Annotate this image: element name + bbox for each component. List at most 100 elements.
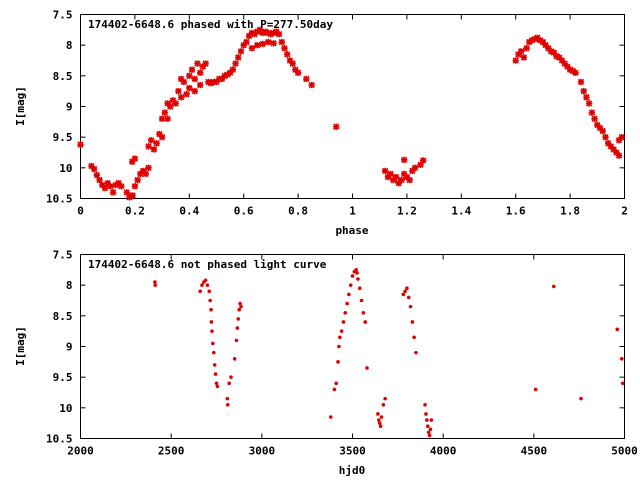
data-point	[213, 78, 220, 86]
data-point	[613, 149, 620, 156]
y-tick-label: 9	[66, 101, 73, 114]
data-point	[406, 176, 413, 184]
phased-chart-title: 174402-6648.6 phased with P=277.50day	[88, 18, 333, 31]
data-point	[196, 81, 204, 89]
data-point	[264, 29, 272, 37]
data-point	[209, 320, 214, 324]
data-point	[337, 344, 341, 349]
x-tick-label: 0	[77, 205, 84, 218]
y-tick-label: 8.5	[53, 310, 73, 323]
data-point	[355, 271, 359, 275]
data-point	[212, 363, 217, 367]
data-point	[202, 60, 209, 67]
y-tick-label: 7.5	[53, 249, 73, 262]
data-point	[139, 167, 147, 175]
x-tick-label: 0.6	[234, 205, 254, 218]
data-point	[381, 167, 389, 175]
data-point	[248, 45, 256, 52]
data-point	[292, 66, 299, 73]
unphased-light-curve-panel: 174402-6648.6 not phased light curve hjd…	[14, 249, 638, 478]
data-point	[512, 57, 519, 64]
data-point	[153, 283, 158, 287]
data-point	[429, 418, 434, 422]
data-point	[235, 326, 240, 330]
data-point	[378, 424, 383, 429]
data-point	[363, 320, 367, 324]
data-point	[88, 162, 95, 170]
y-tick-label: 8.5	[53, 70, 73, 83]
data-point	[236, 317, 241, 321]
data-point	[405, 286, 409, 291]
data-point	[523, 45, 530, 52]
unphased-x-axis-label: hjd0	[339, 464, 366, 477]
data-point	[275, 30, 283, 38]
x-tick-label: 0.4	[179, 205, 199, 218]
data-point	[161, 109, 169, 116]
x-tick-label: 3000	[249, 445, 276, 458]
data-point	[180, 78, 188, 86]
data-point	[205, 283, 210, 287]
data-point	[376, 418, 381, 422]
data-point	[254, 41, 261, 49]
data-point	[381, 402, 386, 407]
data-point	[101, 184, 109, 192]
data-point	[403, 173, 411, 181]
data-point	[243, 38, 250, 46]
data-point	[164, 100, 171, 107]
y-tick-label: 9.5	[53, 131, 73, 144]
y-tick-label: 9.5	[53, 371, 73, 384]
data-point	[183, 91, 190, 98]
data-point	[200, 283, 204, 287]
data-point	[264, 38, 272, 46]
data-point	[211, 341, 215, 346]
data-point	[308, 81, 315, 89]
data-point	[580, 87, 587, 95]
data-point	[398, 176, 405, 184]
data-point	[208, 298, 212, 303]
data-point	[270, 29, 277, 37]
data-point	[588, 109, 596, 116]
data-point	[607, 143, 615, 150]
data-point	[357, 286, 362, 291]
phased-light-curve-panel: 174402-6648.6 phased with P=277.50day ph…	[14, 9, 628, 238]
data-point	[561, 60, 568, 67]
data-point	[169, 97, 177, 104]
data-point	[550, 49, 557, 56]
x-tick-label: 1.4	[451, 205, 471, 218]
data-point	[334, 381, 338, 386]
data-point	[328, 415, 333, 419]
data-point	[599, 127, 606, 135]
data-point	[238, 301, 242, 306]
x-tick-label: 0.2	[125, 205, 145, 218]
data-point	[566, 66, 574, 73]
data-point	[205, 78, 212, 86]
data-point	[615, 152, 623, 159]
data-point	[392, 173, 400, 181]
data-point	[128, 158, 136, 165]
data-point	[145, 143, 152, 150]
data-point	[596, 124, 604, 132]
data-point	[409, 167, 416, 175]
data-point	[618, 133, 625, 141]
data-point	[403, 289, 407, 294]
data-point	[425, 424, 430, 429]
data-point	[188, 66, 196, 73]
data-point	[339, 329, 344, 333]
data-point	[131, 155, 139, 162]
data-point	[379, 415, 384, 419]
data-point	[158, 133, 166, 141]
data-point	[539, 38, 547, 46]
y-tick-label: 8	[66, 279, 73, 292]
data-point	[332, 123, 340, 130]
data-point	[594, 121, 601, 129]
data-point	[284, 51, 291, 58]
data-point	[207, 79, 215, 87]
unphased-y-axis-label: I[mag]	[14, 326, 27, 366]
data-point	[356, 277, 360, 281]
data-point	[142, 170, 149, 178]
data-point	[226, 69, 234, 76]
x-tick-label: 2000	[67, 445, 94, 458]
data-point	[417, 161, 424, 168]
x-tick-label: 5000	[611, 445, 638, 458]
